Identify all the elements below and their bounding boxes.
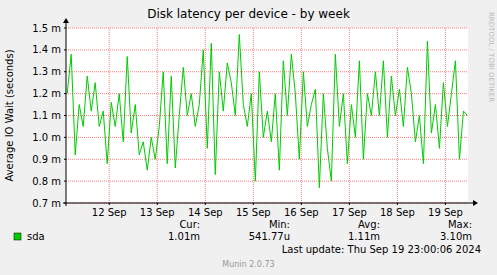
legend-swatch [14, 233, 21, 240]
y-grid-line [66, 28, 468, 29]
stat-value: 3.10m [440, 231, 472, 242]
x-tick-label: 18 Sep [380, 207, 415, 218]
x-axis [63, 203, 474, 204]
x-tick-label: 16 Sep [284, 207, 319, 218]
x-grid-line [397, 28, 398, 203]
stat-value: 1.11m [348, 231, 380, 242]
x-tick-label: 19 Sep [428, 207, 463, 218]
background [0, 0, 497, 275]
y-grid-line [66, 49, 468, 50]
x-axis-arrow [473, 200, 478, 206]
stat-value: 1.01m [168, 231, 200, 242]
y-tick-label: 1.0 m [32, 132, 61, 143]
chart: Disk latency per device - by week Average… [0, 0, 497, 275]
plot-area [66, 28, 468, 203]
y-tick-label: 1.3 m [32, 66, 61, 77]
y-grid-line [66, 181, 468, 182]
stat-header: Min: [269, 219, 290, 230]
stat-header: Max: [448, 219, 472, 230]
last-update: Last update: Thu Sep 19 23:00:06 2024 [282, 244, 481, 255]
stat-value: 541.77u [249, 231, 290, 242]
y-grid-line [66, 159, 468, 160]
y-axis-arrow [63, 18, 69, 23]
y-tick-label: 0.9 m [32, 154, 61, 165]
legend-label: sda [27, 231, 45, 242]
y-grid-line [66, 93, 468, 94]
x-grid-line [445, 28, 446, 203]
series-line [67, 35, 467, 188]
y-tick-label: 1.2 m [32, 88, 61, 99]
x-grid-line [349, 28, 350, 203]
title: Disk latency per device - by week [147, 7, 350, 21]
x-tick-label: 12 Sep [92, 207, 127, 218]
y-axis-label: Average IO Wait (seconds) [4, 49, 15, 181]
x-tick-label: 14 Sep [188, 207, 223, 218]
x-tick-label: 15 Sep [236, 207, 271, 218]
x-grid-line [253, 28, 254, 203]
stat-header: Cur: [179, 219, 200, 230]
footer: Munin 2.0.73 [222, 260, 274, 269]
x-tick-label: 17 Sep [332, 207, 367, 218]
y-grid-line [66, 137, 468, 138]
watermark: RRDTOOL / TOBI OETIKER [487, 12, 495, 102]
y-tick-label: 0.7 m [32, 198, 61, 209]
y-axis [66, 22, 67, 206]
x-grid-line [157, 28, 158, 203]
x-tick-label: 13 Sep [140, 207, 175, 218]
x-grid-line [109, 28, 110, 203]
stat-header: Avg: [358, 219, 380, 230]
y-tick-label: 1.1 m [32, 110, 61, 121]
y-tick-label: 1.5 m [32, 23, 61, 34]
y-tick-label: 0.8 m [32, 176, 61, 187]
y-tick-label: 1.4 m [32, 44, 61, 55]
plot-marks [67, 35, 467, 188]
